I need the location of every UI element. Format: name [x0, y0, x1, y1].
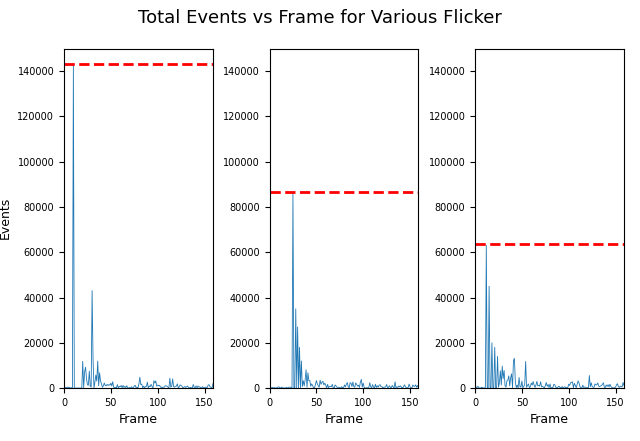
X-axis label: Frame: Frame — [324, 413, 364, 426]
Y-axis label: Events: Events — [0, 197, 12, 239]
X-axis label: Frame: Frame — [530, 413, 569, 426]
Text: Total Events vs Frame for Various Flicker: Total Events vs Frame for Various Flicke… — [138, 9, 502, 27]
X-axis label: Frame: Frame — [119, 413, 158, 426]
